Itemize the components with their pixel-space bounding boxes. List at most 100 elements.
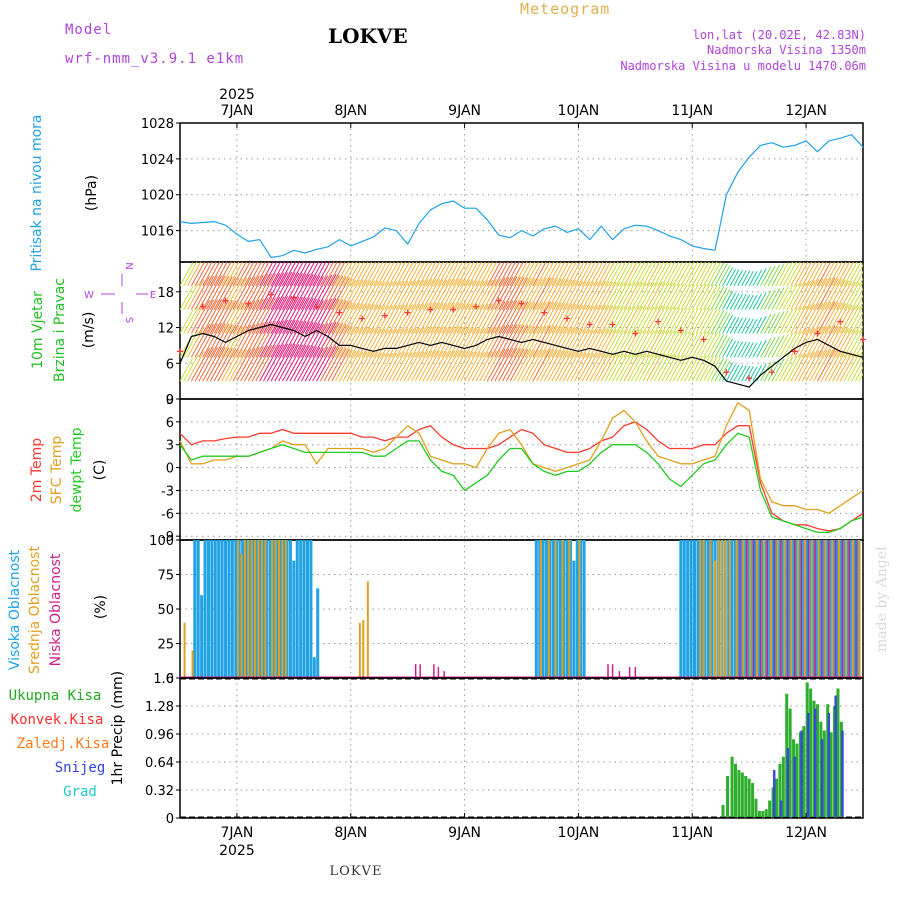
wind-barb bbox=[820, 278, 839, 310]
wind-barb bbox=[278, 320, 300, 358]
wind-barb bbox=[388, 280, 405, 310]
wind-barb bbox=[581, 262, 596, 287]
gust-marker bbox=[723, 369, 730, 376]
wind-barb bbox=[187, 327, 205, 358]
wind-barb bbox=[198, 262, 213, 287]
wind-barb bbox=[354, 262, 369, 287]
cloud-unit: (%) bbox=[93, 595, 109, 619]
wind-barb bbox=[365, 352, 382, 382]
mid-cloud-bar bbox=[264, 540, 267, 677]
high-cloud-bar bbox=[747, 540, 751, 677]
wind-barb bbox=[475, 351, 493, 382]
mid-cloud-bar bbox=[250, 540, 253, 677]
wind-barb bbox=[486, 348, 506, 382]
high-cloud-bar bbox=[781, 540, 785, 677]
wind-barb bbox=[263, 272, 285, 310]
high-cloud-bar bbox=[265, 540, 269, 677]
wind-barb bbox=[817, 262, 832, 287]
wind-barb bbox=[460, 351, 478, 382]
total-precip-bar bbox=[730, 756, 734, 817]
wind-barb bbox=[729, 269, 740, 287]
wind-barb bbox=[490, 348, 510, 382]
wind-barb bbox=[851, 264, 863, 287]
wind-barb bbox=[228, 262, 243, 287]
wind-barb bbox=[612, 354, 628, 382]
gust-marker bbox=[450, 306, 457, 313]
wind-barb bbox=[410, 350, 429, 382]
wind-barb bbox=[851, 311, 863, 334]
wind-barb bbox=[395, 262, 410, 287]
wind-barb bbox=[623, 281, 640, 310]
mid-cloud-bar bbox=[724, 540, 727, 677]
wind-barb bbox=[414, 302, 433, 334]
wind-barb bbox=[771, 311, 785, 334]
wind-barb bbox=[452, 351, 471, 382]
wind-barb bbox=[687, 355, 703, 382]
mid-cloud-bar bbox=[257, 540, 260, 677]
gust-marker bbox=[791, 348, 798, 355]
wind-barb bbox=[779, 285, 794, 310]
wind-barb bbox=[502, 300, 521, 334]
wind-barb bbox=[801, 279, 820, 310]
total-precip-bar bbox=[751, 783, 755, 817]
wind-barb bbox=[327, 323, 347, 358]
high-cloud-bar bbox=[696, 540, 700, 677]
wind-barb bbox=[555, 327, 573, 358]
high-cloud-bar bbox=[196, 540, 200, 677]
wind-barb bbox=[460, 262, 475, 287]
wind-barb bbox=[835, 262, 851, 287]
low-cloud-bar bbox=[828, 540, 830, 677]
snow-precip-bar bbox=[807, 713, 810, 817]
wind-barb bbox=[456, 303, 474, 334]
wind-barb bbox=[703, 262, 718, 287]
high-cloud-bar bbox=[856, 540, 860, 677]
wind-barb bbox=[744, 294, 754, 310]
wind-barb bbox=[312, 322, 333, 358]
wind-barb bbox=[608, 282, 624, 310]
wind-barb bbox=[467, 304, 485, 334]
wind-barb bbox=[285, 262, 300, 287]
mid-cloud-bar bbox=[838, 540, 841, 677]
wind-barb bbox=[479, 350, 497, 382]
wind-barb bbox=[448, 326, 467, 358]
wind-barb bbox=[297, 346, 318, 382]
wind-barb bbox=[342, 262, 357, 287]
wind-barb bbox=[714, 311, 728, 334]
high-cloud-bar bbox=[757, 540, 761, 677]
wind-barb bbox=[202, 299, 223, 334]
wind-barb bbox=[429, 303, 448, 334]
high-cloud-bar bbox=[299, 540, 303, 677]
wind-barb bbox=[600, 281, 617, 310]
wind-barb bbox=[539, 262, 555, 287]
low-cloud-bar bbox=[634, 666, 637, 677]
high-cloud-bar bbox=[292, 560, 296, 677]
wind-barb bbox=[338, 303, 357, 334]
wind-barb bbox=[407, 351, 425, 382]
wind-barb bbox=[198, 323, 218, 358]
wind-barb bbox=[585, 281, 602, 310]
wind-barb bbox=[391, 262, 407, 287]
wind-barb bbox=[335, 326, 353, 358]
wind-barb bbox=[741, 341, 751, 358]
wind-barb bbox=[346, 262, 361, 287]
wind-barb bbox=[782, 262, 797, 287]
wind-barb bbox=[786, 306, 803, 334]
wind-barb bbox=[217, 262, 232, 287]
precip-legend-item: Zaledj.Kisa bbox=[17, 736, 110, 752]
wind-barb bbox=[729, 340, 740, 358]
wind-barb bbox=[414, 278, 433, 310]
wind-barb bbox=[570, 281, 587, 310]
wind-barb bbox=[369, 281, 386, 310]
wind-barb bbox=[767, 359, 781, 382]
mid-cloud-bar bbox=[183, 622, 186, 677]
snow-precip-bar bbox=[827, 713, 831, 817]
wind-barb bbox=[316, 345, 337, 382]
x-tick-label-top: 11JAN bbox=[671, 103, 713, 119]
wind-barb bbox=[680, 285, 695, 310]
wind-barb bbox=[619, 282, 636, 310]
wind-barb bbox=[445, 326, 463, 358]
wind-barb bbox=[539, 301, 559, 334]
wind-barb bbox=[232, 348, 252, 382]
wind-barb bbox=[627, 353, 644, 382]
